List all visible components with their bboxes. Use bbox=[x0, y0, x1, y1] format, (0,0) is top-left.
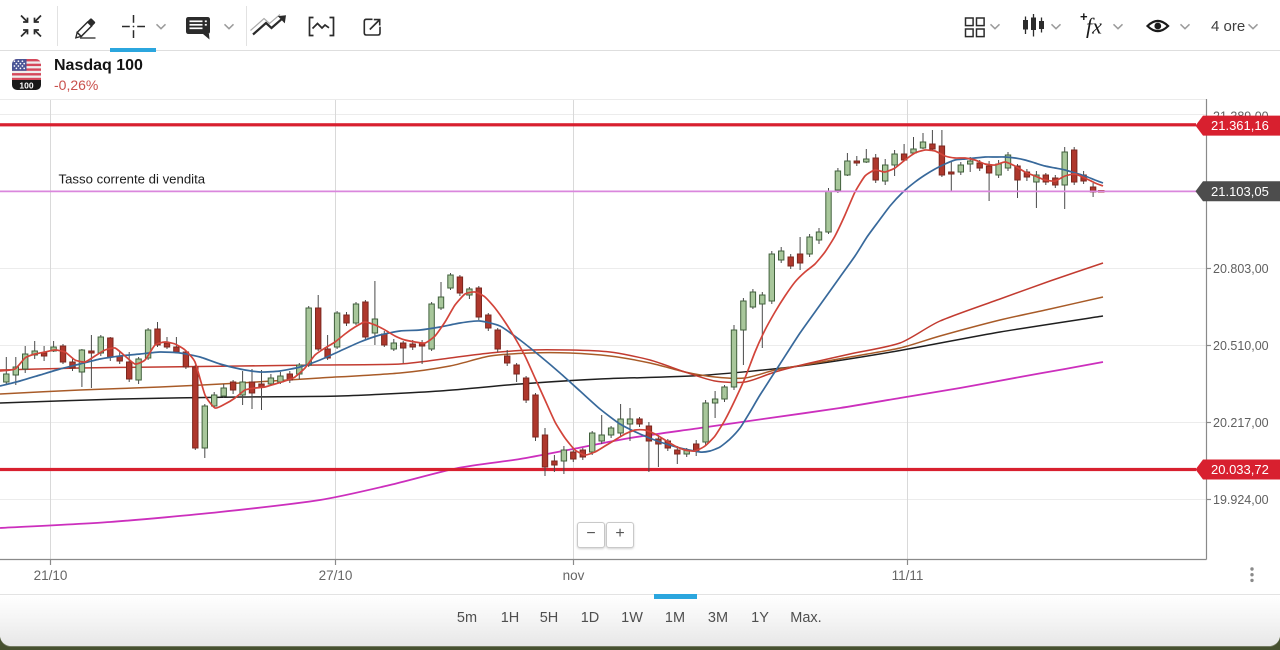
svg-text:+: + bbox=[1080, 9, 1088, 24]
svg-text:21/10: 21/10 bbox=[34, 568, 68, 583]
svg-text:fx: fx bbox=[1086, 14, 1102, 39]
svg-text:21.361,16: 21.361,16 bbox=[1211, 118, 1269, 133]
svg-text:Tasso corrente di vendita: Tasso corrente di vendita bbox=[59, 172, 206, 187]
svg-text:21.103,05: 21.103,05 bbox=[1211, 184, 1269, 199]
svg-text:20.217,00: 20.217,00 bbox=[1213, 416, 1269, 430]
svg-text:20.803,00: 20.803,00 bbox=[1213, 262, 1269, 276]
svg-text:4 ore: 4 ore bbox=[1211, 18, 1245, 35]
svg-text:11/11: 11/11 bbox=[892, 568, 924, 583]
svg-text:19.924,00: 19.924,00 bbox=[1213, 493, 1269, 507]
svg-text:27/10: 27/10 bbox=[319, 568, 353, 583]
svg-text:nov: nov bbox=[563, 568, 585, 583]
svg-text:100: 100 bbox=[19, 80, 33, 90]
svg-text:20.510,00: 20.510,00 bbox=[1213, 339, 1269, 353]
svg-text:20.033,72: 20.033,72 bbox=[1211, 462, 1269, 477]
